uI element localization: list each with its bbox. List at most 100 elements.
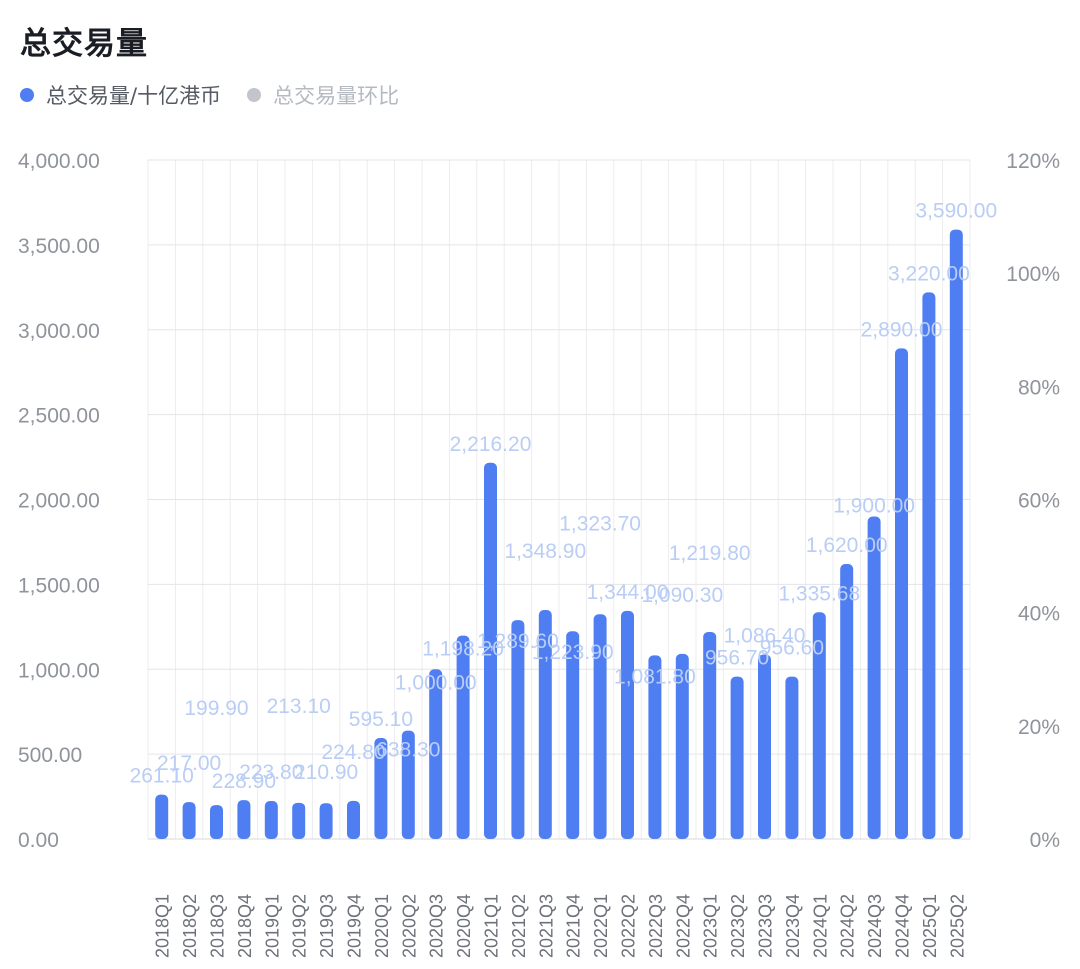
data-label: 1,289.60 <box>477 630 559 653</box>
x-tick-label: 2021Q3 <box>536 894 556 958</box>
data-label: 1,900.00 <box>833 494 915 517</box>
x-tick-label: 2025Q2 <box>947 894 967 958</box>
x-tick-label: 2020Q1 <box>372 894 392 958</box>
bar <box>675 653 689 839</box>
x-tick-label: 2022Q3 <box>646 894 666 958</box>
data-label: 956.70 <box>705 647 769 670</box>
data-label: 261.10 <box>130 765 194 788</box>
x-tick-label: 2022Q1 <box>591 894 611 958</box>
x-tick-label: 2023Q1 <box>701 894 721 958</box>
x-tick-label: 2019Q3 <box>317 894 337 958</box>
data-label: 1,000.00 <box>395 671 477 694</box>
x-tick-label: 2020Q3 <box>427 894 447 958</box>
x-tick-label: 2020Q4 <box>454 894 474 958</box>
bar <box>264 801 278 839</box>
data-label: 224.80 <box>321 741 385 764</box>
legend-item-qoq[interactable]: 总交易量环比 <box>247 80 399 110</box>
data-label: 210.90 <box>294 761 358 784</box>
bar <box>155 794 169 839</box>
legend-item-volume[interactable]: 总交易量/十亿港币 <box>20 80 221 110</box>
bar <box>182 802 196 839</box>
data-label: 3,590.00 <box>915 200 997 223</box>
data-label: 1,223.90 <box>532 641 614 664</box>
bar <box>867 516 881 839</box>
x-tick-label: 2019Q2 <box>290 894 310 958</box>
bar <box>758 654 771 839</box>
y2-tick-label: 40% <box>1018 603 1060 626</box>
bar <box>785 676 799 839</box>
x-tick-label: 2021Q1 <box>482 894 502 958</box>
x-tick-label: 2024Q1 <box>810 894 830 958</box>
x-tick-label: 2024Q4 <box>893 894 913 958</box>
x-tick-label: 2019Q4 <box>345 894 365 958</box>
x-tick-label: 2023Q2 <box>728 894 748 958</box>
bar <box>484 462 497 839</box>
x-tick-label: 2022Q2 <box>619 894 639 958</box>
bar <box>949 229 963 839</box>
x-tick-label: 2018Q4 <box>235 894 255 958</box>
bar <box>511 620 525 839</box>
y2-tick-label: 60% <box>1018 490 1060 513</box>
x-tick-label: 2023Q4 <box>783 894 803 958</box>
data-label: 1,081.80 <box>614 665 696 688</box>
y-tick-label: 3,000.00 <box>18 320 100 343</box>
y-tick-label: 4,000.00 <box>18 150 100 173</box>
y-tick-label: 500.00 <box>18 744 82 767</box>
y-tick-label: 2,000.00 <box>18 490 100 513</box>
data-label: 1,090.30 <box>641 584 723 607</box>
bar <box>922 292 936 839</box>
legend: 总交易量/十亿港币 总交易量环比 <box>20 80 425 110</box>
data-label: 956.60 <box>760 637 824 660</box>
data-label: 199.90 <box>184 697 248 720</box>
x-tick-label: 2018Q3 <box>208 894 228 958</box>
data-label: 1,219.80 <box>669 542 751 565</box>
x-tick-label: 2018Q2 <box>180 894 200 958</box>
y2-tick-label: 20% <box>1018 716 1060 739</box>
data-label: 1,620.00 <box>806 534 888 557</box>
y2-tick-label: 80% <box>1018 376 1060 399</box>
data-label: 2,216.20 <box>450 433 532 456</box>
legend-label-volume: 总交易量/十亿港币 <box>46 84 222 108</box>
x-tick-label: 2024Q3 <box>865 894 885 958</box>
bar <box>648 655 662 839</box>
bar <box>538 610 552 839</box>
legend-label-qoq: 总交易量环比 <box>273 84 400 108</box>
y-tick-label: 3,500.00 <box>18 235 100 258</box>
x-tick-label: 2019Q1 <box>262 894 282 958</box>
data-label: 1,086.40 <box>724 625 806 648</box>
bar <box>401 730 415 839</box>
chart-title: 总交易量 <box>20 26 148 62</box>
data-label: 1,198.20 <box>422 638 504 661</box>
x-tick-label: 2023Q3 <box>756 894 776 958</box>
bar <box>703 631 717 839</box>
data-label: 595.10 <box>349 708 413 731</box>
data-label: 3,220.00 <box>888 262 970 285</box>
legend-dot-volume <box>20 88 34 102</box>
data-label: 638.30 <box>376 739 440 762</box>
bar <box>566 631 580 839</box>
x-tick-label: 2024Q2 <box>838 894 858 958</box>
x-tick-label: 2018Q1 <box>153 894 173 958</box>
bar <box>210 805 223 839</box>
bar <box>593 614 607 839</box>
y-tick-label: 2,500.00 <box>18 405 100 428</box>
data-label: 1,348.90 <box>504 540 586 563</box>
x-tick-label: 2021Q2 <box>509 894 529 958</box>
data-label: 2,890.00 <box>861 318 943 341</box>
y-tick-label: 0.00 <box>18 829 59 852</box>
data-label: 217.00 <box>157 752 221 775</box>
data-label: 1,335.68 <box>778 582 860 605</box>
bar <box>319 803 333 839</box>
bar <box>374 737 388 839</box>
x-tick-label: 2022Q4 <box>673 894 693 958</box>
data-label: 1,344.00 <box>587 581 669 604</box>
x-tick-label: 2025Q1 <box>920 894 940 958</box>
x-tick-label: 2020Q2 <box>399 894 419 958</box>
y2-tick-label: 120% <box>1006 150 1060 173</box>
bar <box>292 802 306 839</box>
bar <box>812 612 826 839</box>
legend-dot-qoq <box>247 88 262 102</box>
y2-tick-label: 0% <box>1030 829 1060 852</box>
data-label: 223.80 <box>239 761 303 784</box>
